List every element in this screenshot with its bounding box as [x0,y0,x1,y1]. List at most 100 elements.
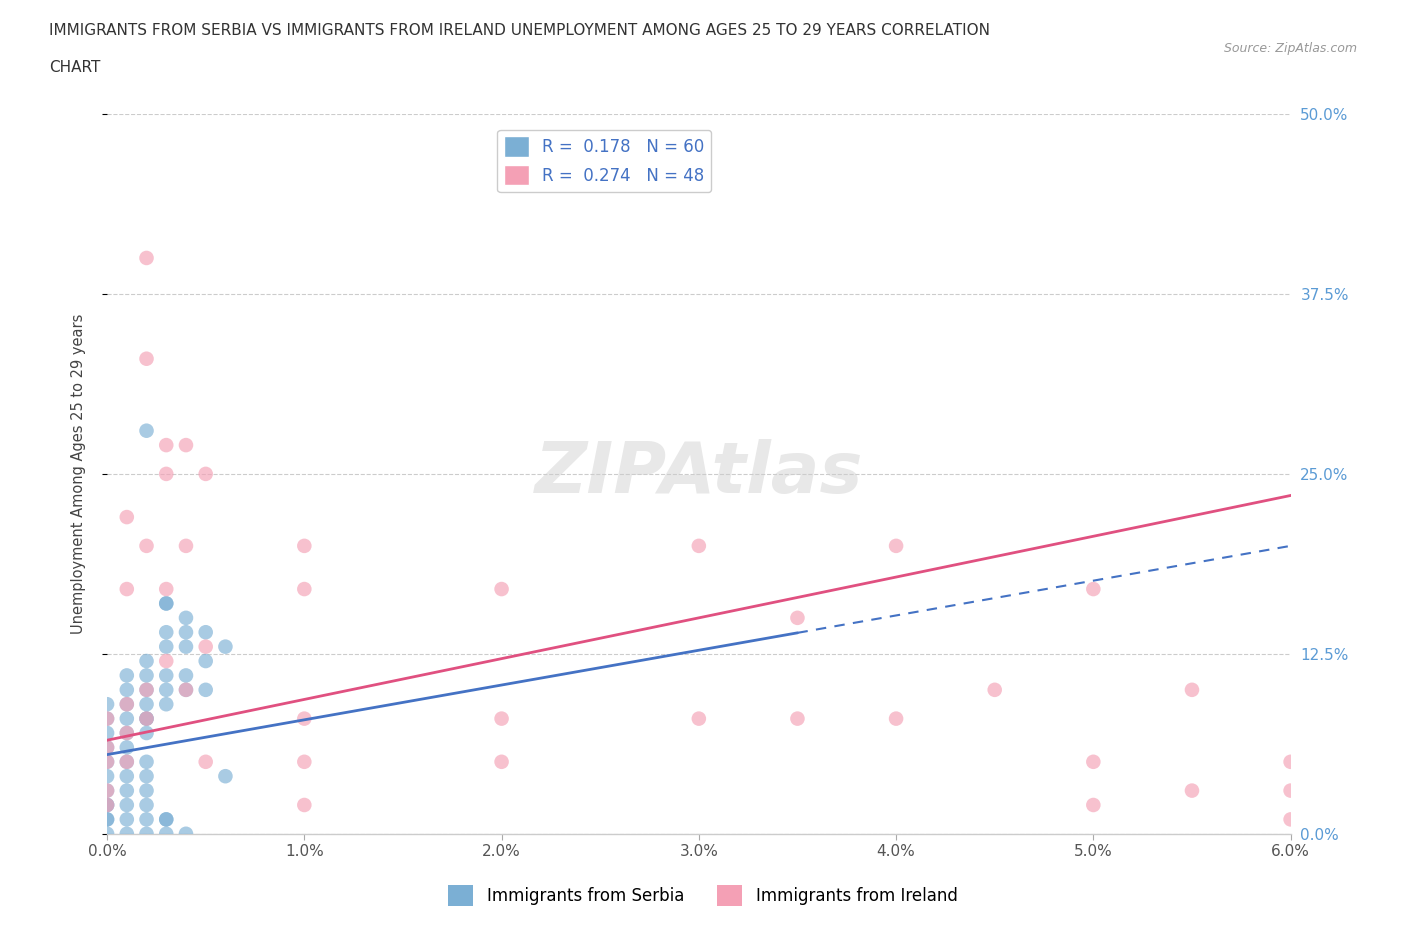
Point [115,697,138,711]
Point [174,827,197,842]
Point [135,352,157,366]
Point [174,538,197,553]
Point [96,711,118,726]
Point [214,769,236,784]
Point [174,668,197,683]
Point [135,697,157,711]
Point [135,538,157,553]
Point [135,711,157,726]
Point [174,683,197,698]
Point [135,754,157,769]
Point [115,827,138,842]
Point [786,711,808,726]
Point [174,683,197,698]
Point [174,438,197,453]
Point [115,798,138,813]
Point [96,798,118,813]
Point [491,581,513,596]
Point [115,783,138,798]
Point [292,754,315,769]
Point [155,639,177,654]
Point [135,668,157,683]
Point [135,423,157,438]
Point [135,725,157,740]
Point [135,711,157,726]
Point [491,754,513,769]
Point [292,581,315,596]
Point [135,827,157,842]
Point [155,683,177,698]
Point [1083,798,1105,813]
Point [491,711,513,726]
Point [96,754,118,769]
Point [174,639,197,654]
Point [194,639,217,654]
Point [96,725,118,740]
Point [174,625,197,640]
Point [292,711,315,726]
Point [96,740,118,755]
Point [786,610,808,625]
Point [96,740,118,755]
Legend: R =  0.178   N = 60, R =  0.274   N = 48: R = 0.178 N = 60, R = 0.274 N = 48 [498,129,711,192]
Point [688,538,710,553]
Point [1181,783,1204,798]
Point [155,812,177,827]
Point [115,754,138,769]
Point [1083,581,1105,596]
Point [1181,683,1204,698]
Point [96,769,118,784]
Point [135,654,157,669]
Point [115,812,138,827]
Point [983,683,1005,698]
Legend: Immigrants from Serbia, Immigrants from Ireland: Immigrants from Serbia, Immigrants from … [441,879,965,912]
Point [688,711,710,726]
Point [96,812,118,827]
Point [292,798,315,813]
Point [135,683,157,698]
Point [115,668,138,683]
Point [135,798,157,813]
Point [135,250,157,265]
Point [155,697,177,711]
Point [155,812,177,827]
Point [292,538,315,553]
Point [194,654,217,669]
Point [115,697,138,711]
Point [194,683,217,698]
Text: ZIPAtlas: ZIPAtlas [534,439,863,509]
Point [115,769,138,784]
Point [135,683,157,698]
Point [135,812,157,827]
Point [1279,783,1302,798]
Text: Source: ZipAtlas.com: Source: ZipAtlas.com [1223,42,1357,55]
Point [96,798,118,813]
Point [155,654,177,669]
Y-axis label: Unemployment Among Ages 25 to 29 years: Unemployment Among Ages 25 to 29 years [72,313,86,634]
Point [96,798,118,813]
Point [115,725,138,740]
Point [194,467,217,482]
Point [135,769,157,784]
Point [155,596,177,611]
Point [884,711,907,726]
Point [96,754,118,769]
Point [115,683,138,698]
Point [1279,754,1302,769]
Point [174,610,197,625]
Point [1279,812,1302,827]
Point [155,827,177,842]
Point [96,697,118,711]
Point [194,625,217,640]
Point [155,467,177,482]
Point [155,438,177,453]
Point [115,754,138,769]
Point [96,812,118,827]
Point [155,668,177,683]
Point [115,510,138,525]
Point [155,596,177,611]
Point [194,754,217,769]
Point [214,639,236,654]
Point [115,740,138,755]
Point [1083,754,1105,769]
